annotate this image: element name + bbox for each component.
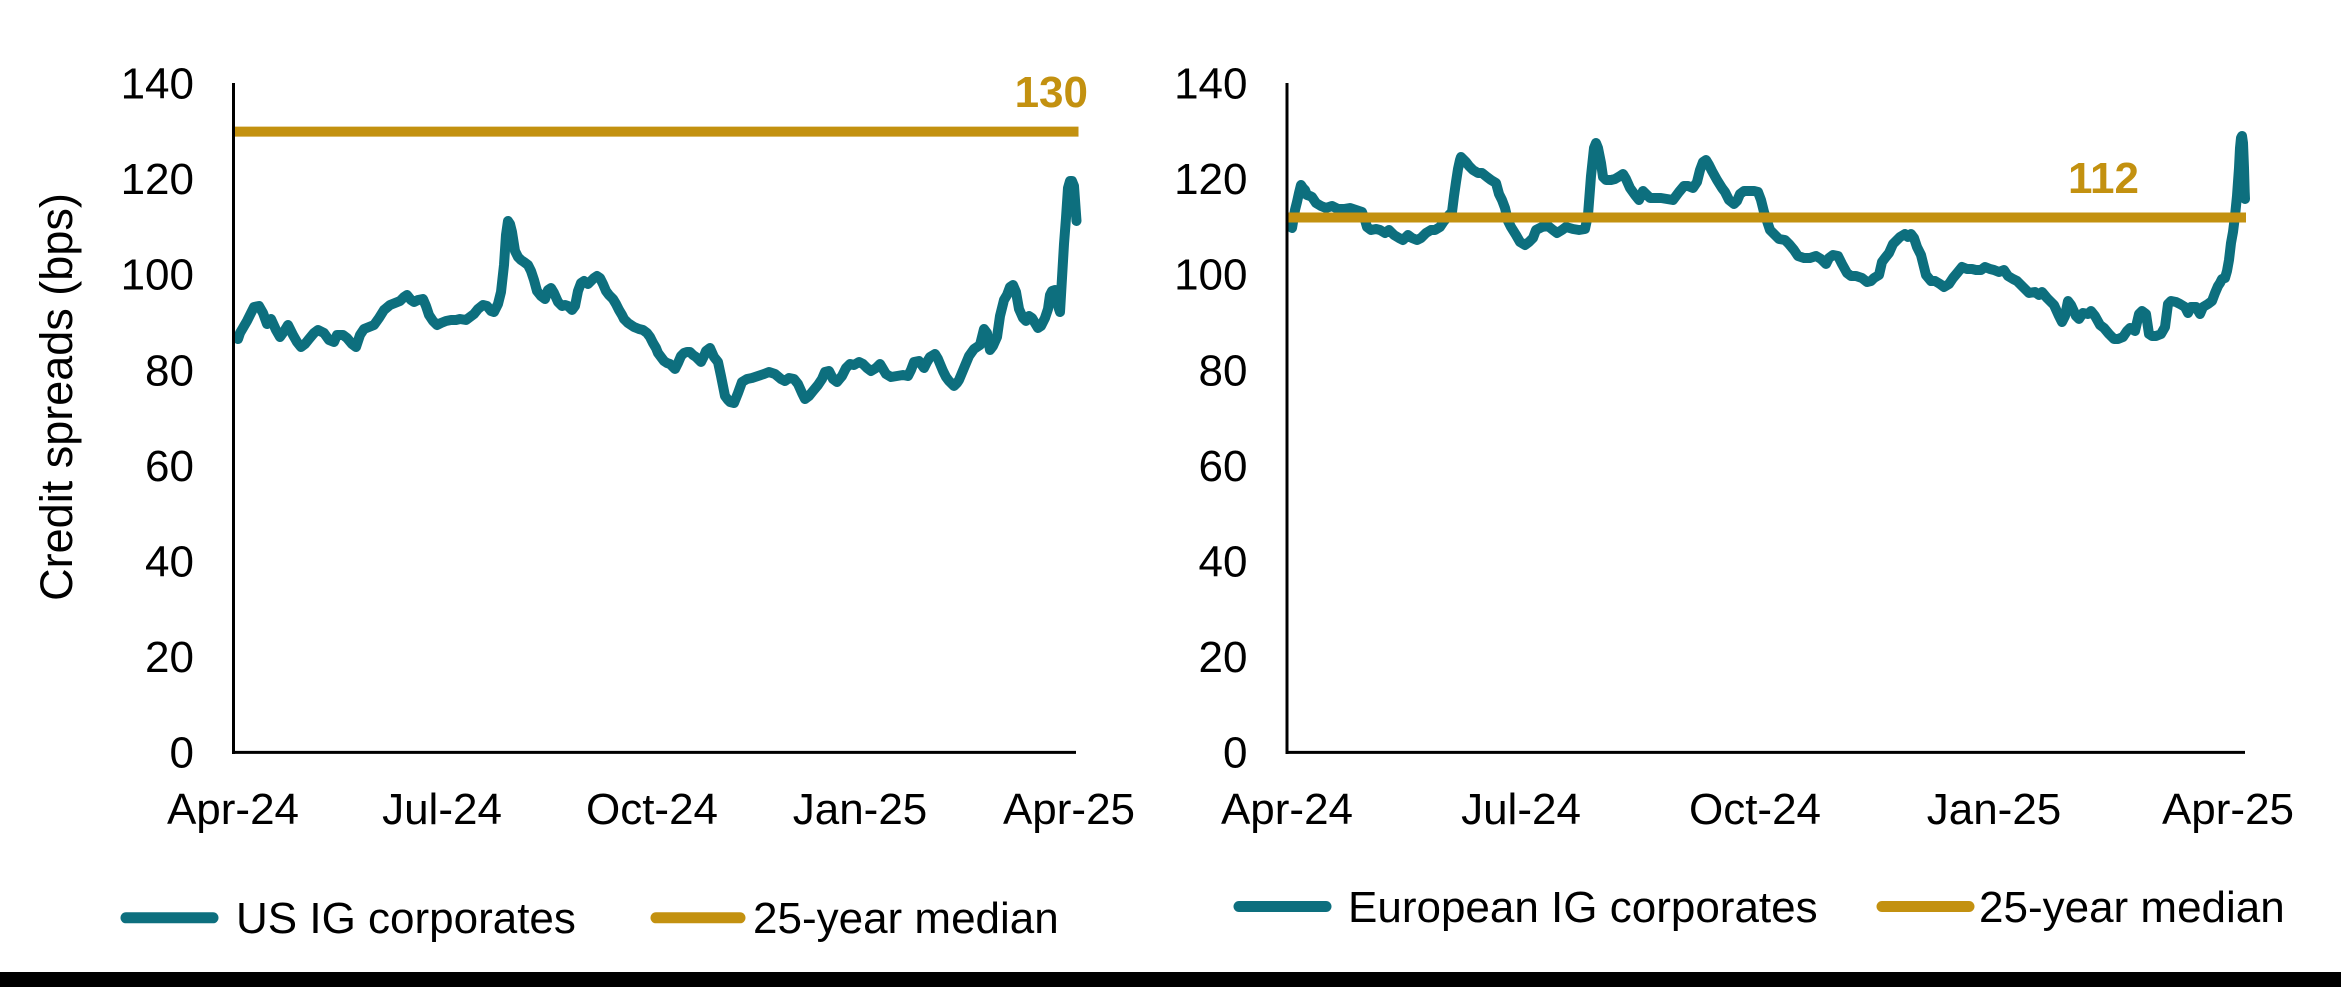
svg-text:Jan-25: Jan-25 xyxy=(1927,785,2062,834)
svg-text:25-year median: 25-year median xyxy=(1979,883,2285,932)
svg-text:40: 40 xyxy=(1199,537,1248,586)
svg-text:25-year median: 25-year median xyxy=(753,894,1059,943)
svg-text:140: 140 xyxy=(121,60,194,109)
svg-text:112: 112 xyxy=(2068,154,2139,203)
svg-text:Apr-24: Apr-24 xyxy=(1221,785,1353,834)
svg-text:Apr-25: Apr-25 xyxy=(1003,785,1135,834)
svg-text:120: 120 xyxy=(1174,155,1247,204)
svg-text:Jan-25: Jan-25 xyxy=(793,785,928,834)
svg-text:20: 20 xyxy=(1199,633,1248,682)
svg-text:80: 80 xyxy=(1199,346,1248,395)
svg-text:Apr-24: Apr-24 xyxy=(167,785,299,834)
svg-text:140: 140 xyxy=(1174,60,1247,109)
svg-text:60: 60 xyxy=(1199,442,1248,491)
svg-text:100: 100 xyxy=(121,251,194,300)
svg-text:120: 120 xyxy=(121,155,194,204)
svg-text:Apr-25: Apr-25 xyxy=(2162,785,2294,834)
svg-text:Oct-24: Oct-24 xyxy=(586,785,718,834)
svg-text:0: 0 xyxy=(170,728,194,777)
svg-text:60: 60 xyxy=(145,442,194,491)
svg-text:80: 80 xyxy=(145,346,194,395)
svg-text:0: 0 xyxy=(1223,728,1247,777)
svg-text:100: 100 xyxy=(1174,251,1247,300)
svg-text:130: 130 xyxy=(1015,68,1088,117)
svg-text:40: 40 xyxy=(145,537,194,586)
svg-text:Oct-24: Oct-24 xyxy=(1689,785,1821,834)
svg-text:US IG corporates: US IG corporates xyxy=(236,894,576,943)
svg-text:Jul-24: Jul-24 xyxy=(1461,785,1581,834)
svg-text:20: 20 xyxy=(145,633,194,682)
svg-text:Jul-24: Jul-24 xyxy=(382,785,502,834)
svg-text:Credit spreads (bps): Credit spreads (bps) xyxy=(31,193,82,601)
svg-text:European IG corporates: European IG corporates xyxy=(1348,883,1818,932)
